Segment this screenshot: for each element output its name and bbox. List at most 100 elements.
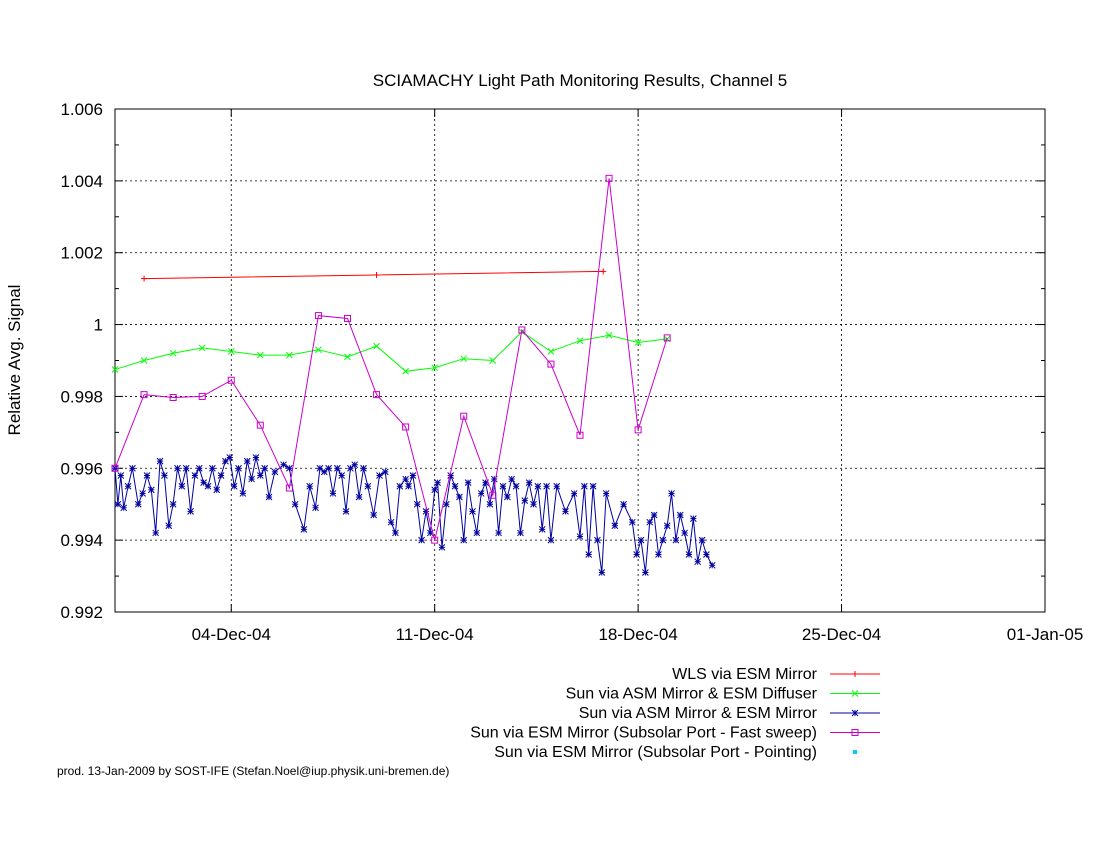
data-point: [271, 468, 279, 476]
data-point: [169, 500, 177, 508]
data-point: [169, 349, 177, 357]
legend-entry: WLS via ESM Mirror: [672, 666, 880, 683]
data-point: [518, 326, 526, 334]
legend-label: Sun via ESM Mirror (Subsolar Port - Poin…: [494, 744, 817, 761]
data-point: [139, 490, 146, 497]
data-point: [489, 491, 497, 499]
data-point: [316, 464, 324, 472]
data-point: [600, 268, 607, 275]
data-point: [191, 472, 199, 479]
data-point: [570, 490, 578, 497]
data-point: [852, 671, 858, 677]
data-point: [451, 482, 459, 490]
data-point: [222, 457, 229, 465]
data-point: [431, 536, 439, 544]
data-point: [344, 314, 351, 322]
data-point: [315, 346, 322, 354]
data-point: [129, 464, 136, 472]
data-point: [156, 457, 164, 465]
data-point: [209, 464, 216, 472]
data-point: [495, 529, 502, 537]
data-point: [547, 360, 555, 368]
data-point: [464, 479, 472, 487]
data-point: [637, 536, 645, 544]
data-point: [217, 472, 225, 479]
legend: WLS via ESM Mirror Sun via ASM Mirror & E…: [470, 666, 880, 761]
data-point: [663, 334, 671, 342]
data-point: [851, 690, 859, 697]
data-point: [286, 351, 293, 359]
y-tick-label: 0.996: [60, 459, 103, 478]
series-line: [114, 178, 668, 541]
data-point: [226, 454, 234, 461]
data-point: [409, 472, 417, 479]
data-point: [333, 464, 341, 472]
data-point: [195, 464, 203, 472]
data-point: [460, 536, 468, 544]
series-2: [111, 454, 716, 576]
data-point: [256, 472, 264, 479]
data-point: [239, 490, 247, 497]
data-point: [256, 351, 264, 359]
data-point: [306, 482, 314, 490]
footer-credit: prod. 13-Jan-2009 by SOST-IFE (Stefan.No…: [57, 764, 450, 778]
data-point: [111, 366, 119, 373]
data-point: [442, 500, 450, 508]
data-point: [342, 508, 350, 515]
data-point: [325, 464, 332, 472]
y-tick-label: 0.994: [60, 531, 103, 550]
y-tick-label: 0.998: [60, 387, 103, 406]
data-point: [174, 464, 181, 472]
data-point: [703, 551, 710, 558]
data-point: [165, 522, 173, 530]
data-point: [431, 364, 439, 372]
data-point: [576, 431, 584, 439]
data-point: [256, 421, 264, 429]
y-tick-label: 1.006: [60, 100, 103, 119]
data-point: [611, 522, 619, 530]
axis-ticks: 0.992 0.994 0.996 0.998 1 1.002 1.004 1.006 04-D…: [60, 100, 1083, 644]
data-point: [659, 536, 667, 544]
legend-label: Sun via ASM Mirror & ESM Mirror: [579, 705, 818, 722]
data-point: [589, 482, 597, 490]
data-point: [694, 558, 702, 566]
data-point: [141, 275, 148, 282]
y-tick-label: 1: [94, 316, 103, 335]
data-point: [227, 348, 235, 355]
data-point: [235, 464, 242, 472]
data-point: [143, 472, 151, 479]
series-line: [114, 331, 668, 372]
legend-label: WLS via ESM Mirror: [672, 666, 818, 683]
data-point: [543, 482, 550, 490]
data-point: [300, 526, 308, 533]
data-point: [373, 391, 381, 399]
x-tick-label: 01-Jan-05: [1007, 625, 1084, 644]
data-point: [620, 500, 627, 508]
data-point: [111, 464, 119, 472]
data-point: [851, 709, 859, 717]
data-point: [243, 457, 251, 465]
data-point: [676, 511, 684, 519]
data-point: [161, 472, 168, 479]
data-point: [347, 464, 354, 472]
data-point: [477, 490, 485, 497]
data-point: [373, 342, 380, 350]
data-point: [252, 454, 260, 461]
data-point: [642, 569, 649, 576]
data-point: [280, 461, 287, 469]
grid: [115, 109, 1046, 612]
data-point: [120, 504, 128, 512]
data-point: [392, 529, 399, 537]
data-point: [438, 543, 446, 551]
data-point: [405, 482, 412, 490]
data-point: [512, 482, 520, 490]
y-tick-label: 0.992: [60, 603, 103, 622]
data-point: [312, 504, 319, 512]
data-point: [681, 529, 688, 537]
data-point: [387, 518, 395, 526]
data-point: [213, 486, 221, 494]
data-point: [553, 482, 561, 490]
series-1: [111, 328, 671, 375]
data-point: [402, 475, 409, 483]
